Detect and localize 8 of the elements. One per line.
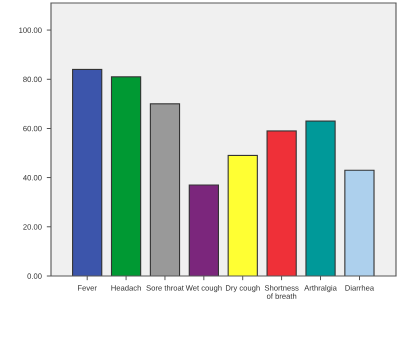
- bar: [110, 76, 142, 276]
- bar: [266, 130, 297, 276]
- bar: [150, 103, 180, 276]
- bar: [305, 120, 336, 276]
- bar: [228, 154, 258, 276]
- bar: [344, 170, 375, 276]
- bar: [188, 184, 219, 276]
- bar: [72, 68, 102, 276]
